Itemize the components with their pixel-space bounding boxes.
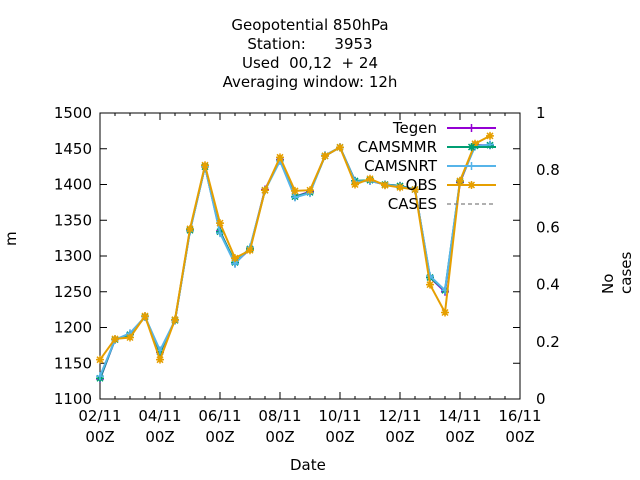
- data-point-obs-dot: [217, 220, 223, 226]
- y-tick-label: 1100: [54, 390, 92, 408]
- x-tick-label: 08/11: [258, 407, 301, 425]
- data-point-obs-dot: [277, 154, 283, 160]
- y-tick-label: 1400: [54, 176, 92, 194]
- legend-label-camsnrt: CAMSNRT: [364, 157, 438, 175]
- data-point-obs-dot: [427, 282, 433, 288]
- x-axis-label: Date: [290, 456, 326, 474]
- y-tick-label: 1300: [54, 247, 92, 265]
- x-tick-sublabel: 00Z: [505, 428, 534, 446]
- data-point-obs-dot: [292, 188, 298, 194]
- y-tick-label: 1450: [54, 140, 92, 158]
- data-point-obs-dot: [487, 133, 493, 139]
- title-line-4: Averaging window: 12h: [222, 73, 398, 91]
- data-point-obs-dot: [457, 178, 463, 184]
- data-point-obs-dot: [112, 336, 118, 342]
- title-line-2: Station: 3953: [247, 35, 373, 53]
- legend-label-obs: OBS: [406, 176, 437, 194]
- y-tick-label: 1500: [54, 104, 92, 122]
- data-point-obs-dot: [412, 186, 418, 193]
- data-point-obs-dot: [442, 309, 448, 316]
- data-point-obs-dot: [382, 182, 388, 188]
- data-point-obs-dot: [232, 255, 238, 261]
- data-point-obs-dot: [247, 247, 253, 253]
- legend-label-camsmmr: CAMSMMR: [357, 138, 437, 156]
- legend-label-tegen: Tegen: [392, 119, 437, 137]
- legend-marker-camsmmr-dot: [468, 144, 475, 150]
- data-point-obs-dot: [367, 176, 373, 182]
- y2-tick-label: 1: [536, 104, 546, 122]
- data-point-obs-dot: [352, 181, 358, 188]
- x-tick-sublabel: 00Z: [385, 428, 414, 446]
- y2-tick-label: 0.2: [536, 333, 560, 351]
- x-tick-label: 04/11: [138, 407, 181, 425]
- data-point-obs-dot: [307, 187, 313, 193]
- data-point-obs-dot: [127, 334, 133, 341]
- y2-tick-label: 0.4: [536, 276, 560, 294]
- x-tick-sublabel: 00Z: [205, 428, 234, 446]
- data-point-obs-dot: [187, 226, 193, 232]
- data-point-obs-dot: [157, 357, 163, 363]
- data-point-camsnrt: [96, 372, 104, 381]
- x-tick-label: 14/11: [438, 407, 481, 425]
- y2-tick-label: 0: [536, 390, 546, 408]
- x-tick-label: 12/11: [378, 407, 421, 425]
- x-tick-label: 06/11: [198, 407, 241, 425]
- x-tick-label: 02/11: [78, 407, 121, 425]
- plot-frame: [99, 112, 521, 400]
- data-point-obs-dot: [202, 162, 208, 168]
- data-point-obs-dot: [172, 317, 178, 323]
- title-line-1: Geopotential 850hPa: [231, 16, 389, 34]
- data-point-obs-dot: [97, 357, 103, 363]
- data-point-obs-dot: [322, 153, 328, 159]
- data-point-obs-dot: [262, 187, 268, 193]
- x-tick-label: 10/11: [318, 407, 361, 425]
- data-point-obs-dot: [142, 313, 148, 319]
- y-tick-label: 1150: [54, 354, 92, 372]
- legend-marker-camsnrt: [467, 162, 476, 170]
- x-tick-sublabel: 00Z: [145, 428, 174, 446]
- legend-label-cases: CASES: [388, 195, 437, 213]
- x-tick-sublabel: 00Z: [265, 428, 294, 446]
- x-tick-sublabel: 00Z: [85, 428, 114, 446]
- data-point-obs-dot: [337, 144, 343, 150]
- y-tick-label: 1250: [54, 283, 92, 301]
- x-tick-sublabel: 00Z: [325, 428, 354, 446]
- data-point-camsnrt: [216, 229, 224, 238]
- legend-marker-obs-dot: [468, 182, 475, 188]
- title-line-3: Used 00,12 + 24: [242, 54, 378, 72]
- x-tick-label: 16/11: [498, 407, 541, 425]
- x-tick-sublabel: 00Z: [445, 428, 474, 446]
- data-point-obs-dot: [397, 184, 403, 190]
- y2-tick-label: 0.6: [536, 218, 560, 236]
- y-tick-label: 1350: [54, 211, 92, 229]
- chart-title: Geopotential 850hPa Station: 3953 Used 0…: [100, 16, 520, 92]
- y-tick-label: 1200: [54, 319, 92, 337]
- y2-tick-label: 0.8: [536, 161, 560, 179]
- legend-marker-tegen: [467, 124, 476, 132]
